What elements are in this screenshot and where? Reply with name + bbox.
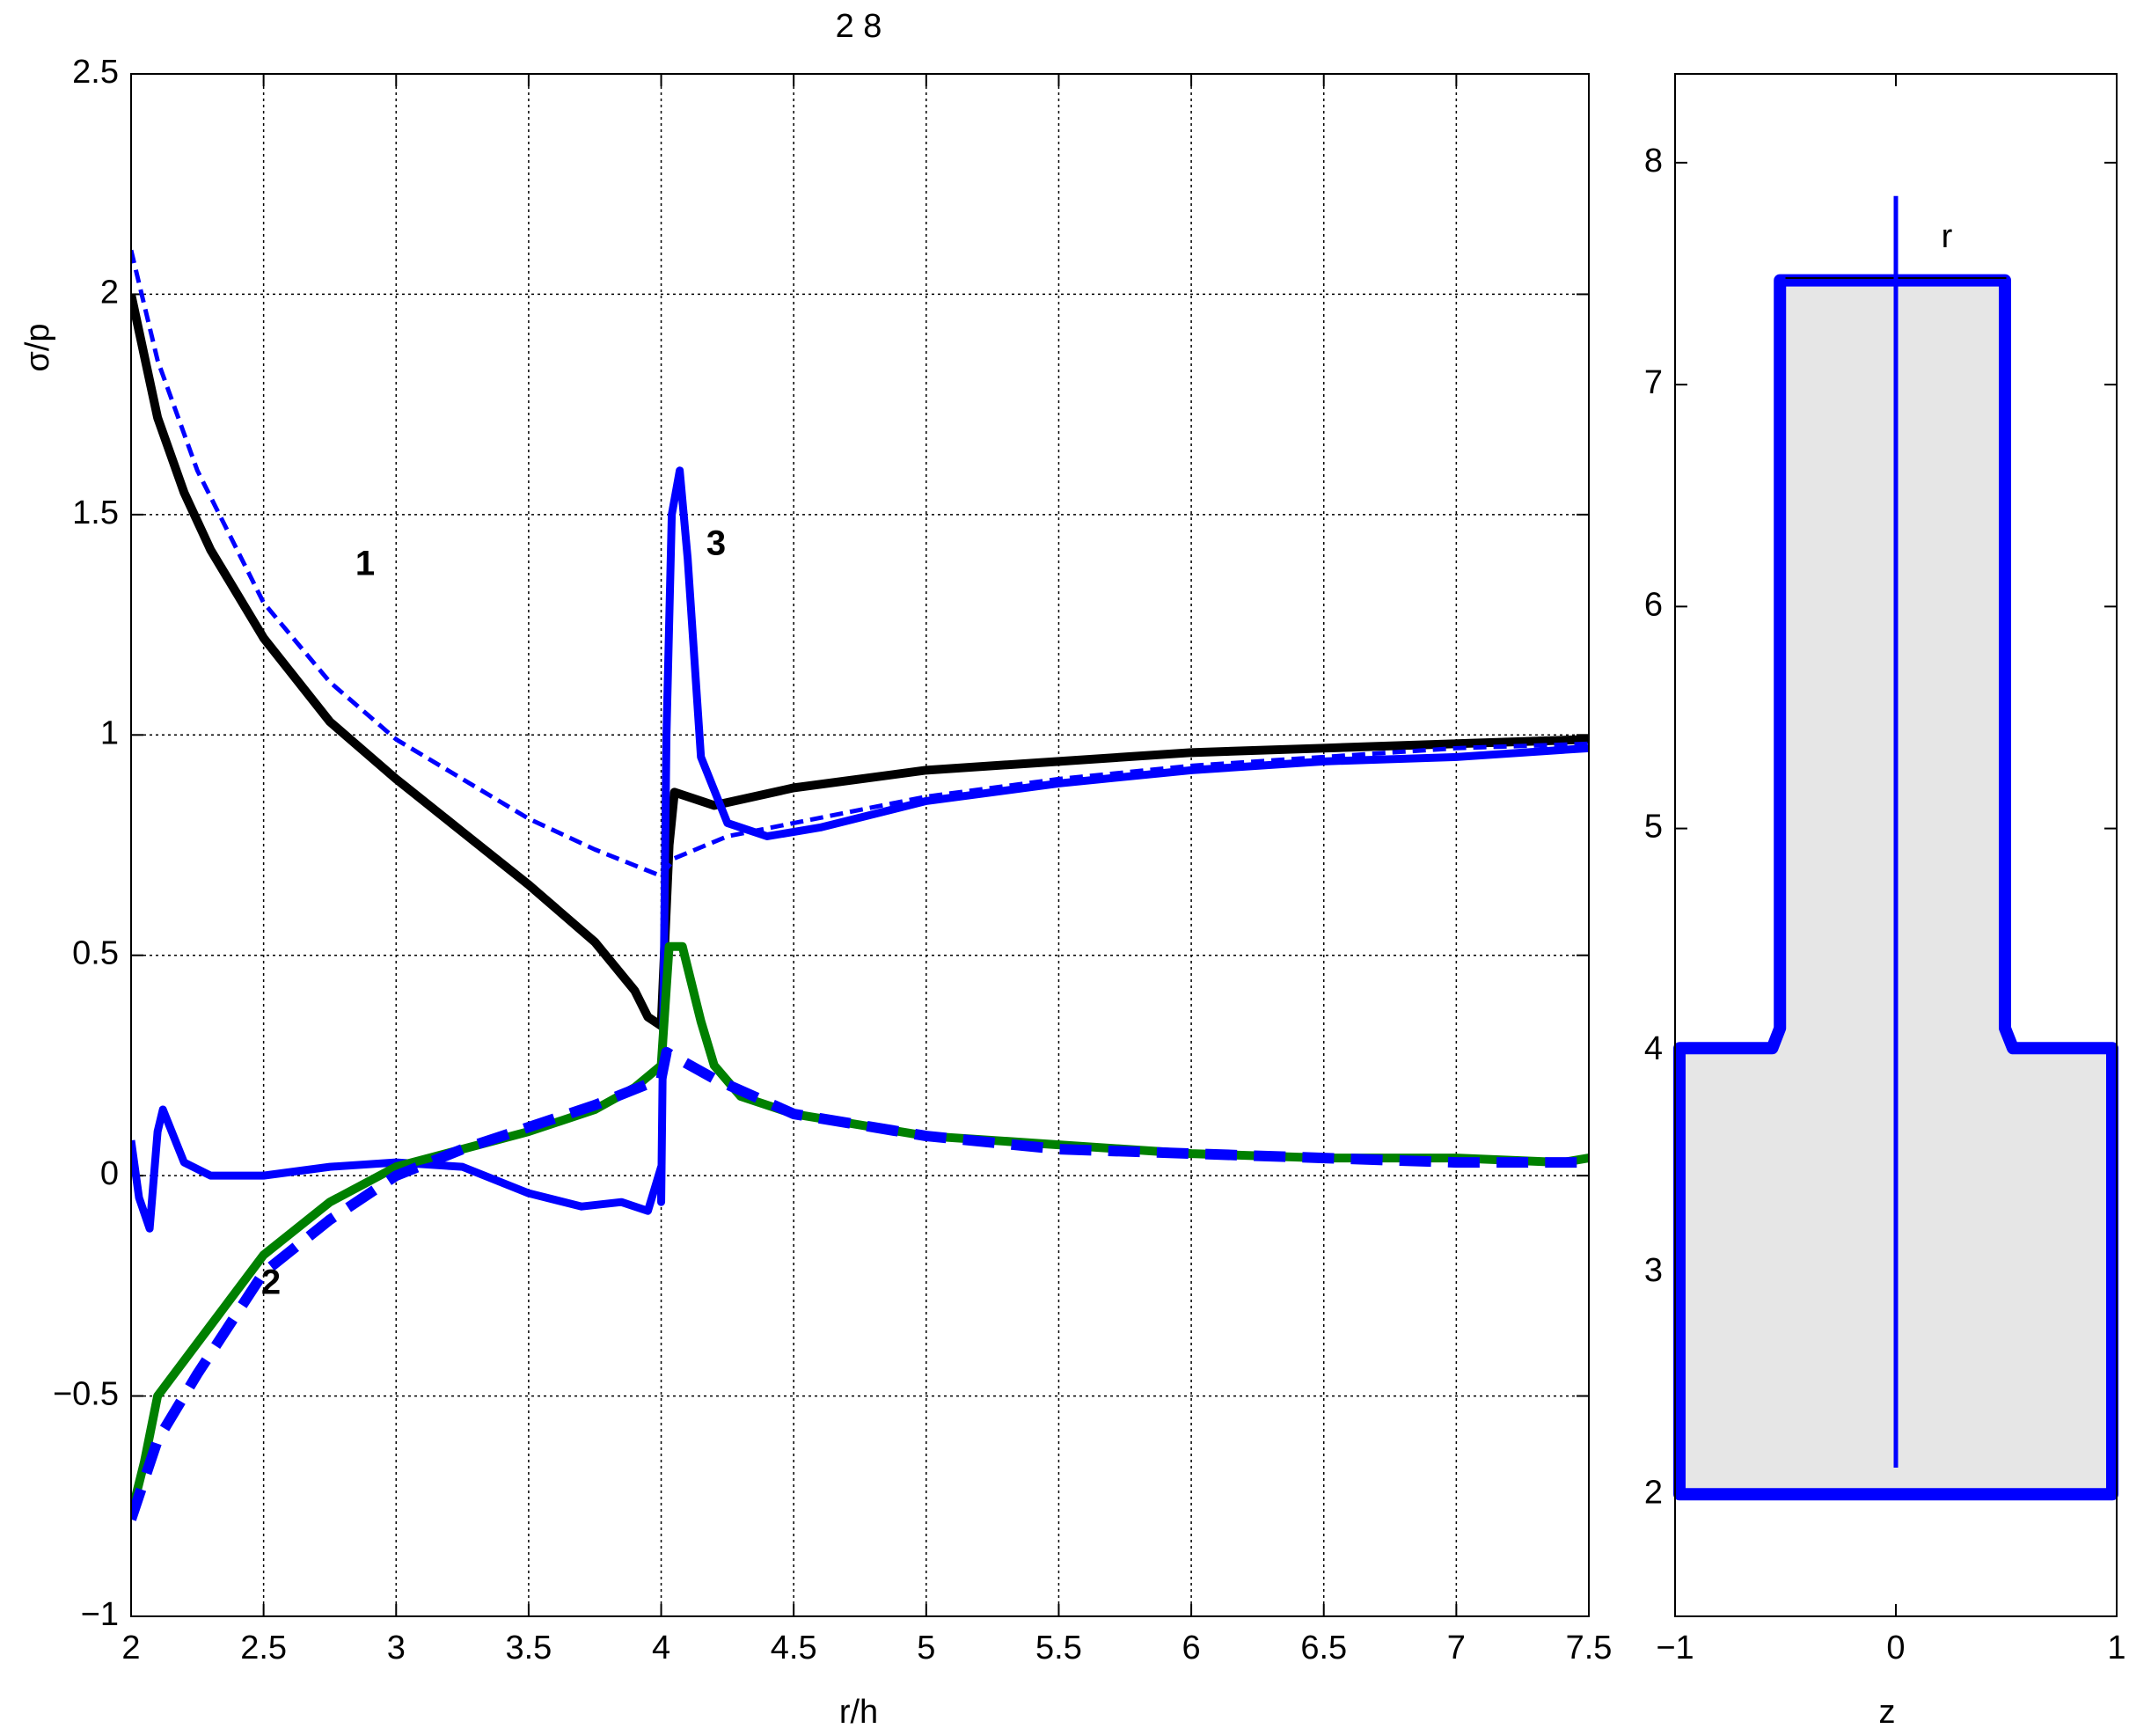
x-tick-label: 5 [917, 1630, 935, 1666]
x-tick-label: 5.5 [1035, 1630, 1082, 1666]
annotation: 2 [261, 1264, 281, 1302]
chart-title: 2 8 [836, 8, 882, 45]
y-tick-label: 4 [1644, 1030, 1663, 1067]
y-tick-label: 7 [1644, 364, 1663, 401]
x-tick-label: 4.5 [771, 1630, 817, 1666]
x-tick-label: 1 [2107, 1630, 2125, 1666]
line [131, 293, 1589, 1030]
x-axis-label: z [1879, 1694, 1896, 1731]
y-tick-label: 0.5 [72, 935, 119, 972]
y-tick-label: 0 [100, 1155, 119, 1192]
plot-area [131, 74, 1589, 1616]
y-tick-label: 1.5 [72, 494, 119, 531]
line [131, 1046, 1589, 1521]
x-tick-label: 0 [1886, 1630, 1905, 1666]
y-tick-label: 3 [1644, 1252, 1663, 1289]
x-tick-label: 7.5 [1566, 1630, 1613, 1666]
x-tick-label: 2 [121, 1630, 140, 1666]
x-tick-label: 3 [387, 1630, 406, 1666]
y-tick-label: 2 [100, 274, 119, 311]
axes-frame [1674, 73, 2118, 1617]
y-tick-label: 2.5 [72, 54, 119, 91]
annotation: 3 [706, 524, 726, 563]
annotation: 1 [355, 545, 375, 583]
y-tick-label: 2 [1644, 1474, 1663, 1511]
y-axis-label: σ/p [19, 323, 56, 371]
y-tick-label: 5 [1644, 809, 1663, 846]
x-tick-label: 3.5 [505, 1630, 552, 1666]
x-axis-label: r/h [839, 1694, 878, 1731]
x-tick-label: 4 [652, 1630, 670, 1666]
line [131, 466, 1589, 1233]
x-tick-label: 6 [1182, 1630, 1201, 1666]
x-tick-label: 7 [1447, 1630, 1466, 1666]
line [131, 249, 1589, 879]
annotation: r [1942, 218, 1953, 255]
y-tick-label: 8 [1644, 143, 1663, 179]
y-tick-label: 1 [100, 714, 119, 751]
y-tick-label: 6 [1644, 586, 1663, 623]
y-tick-label: −1 [81, 1596, 119, 1633]
x-tick-label: −1 [1656, 1630, 1694, 1666]
axes-frame [130, 73, 1590, 1617]
x-tick-label: 2.5 [240, 1630, 287, 1666]
y-tick-label: −0.5 [53, 1376, 119, 1413]
x-tick-label: 6.5 [1300, 1630, 1347, 1666]
